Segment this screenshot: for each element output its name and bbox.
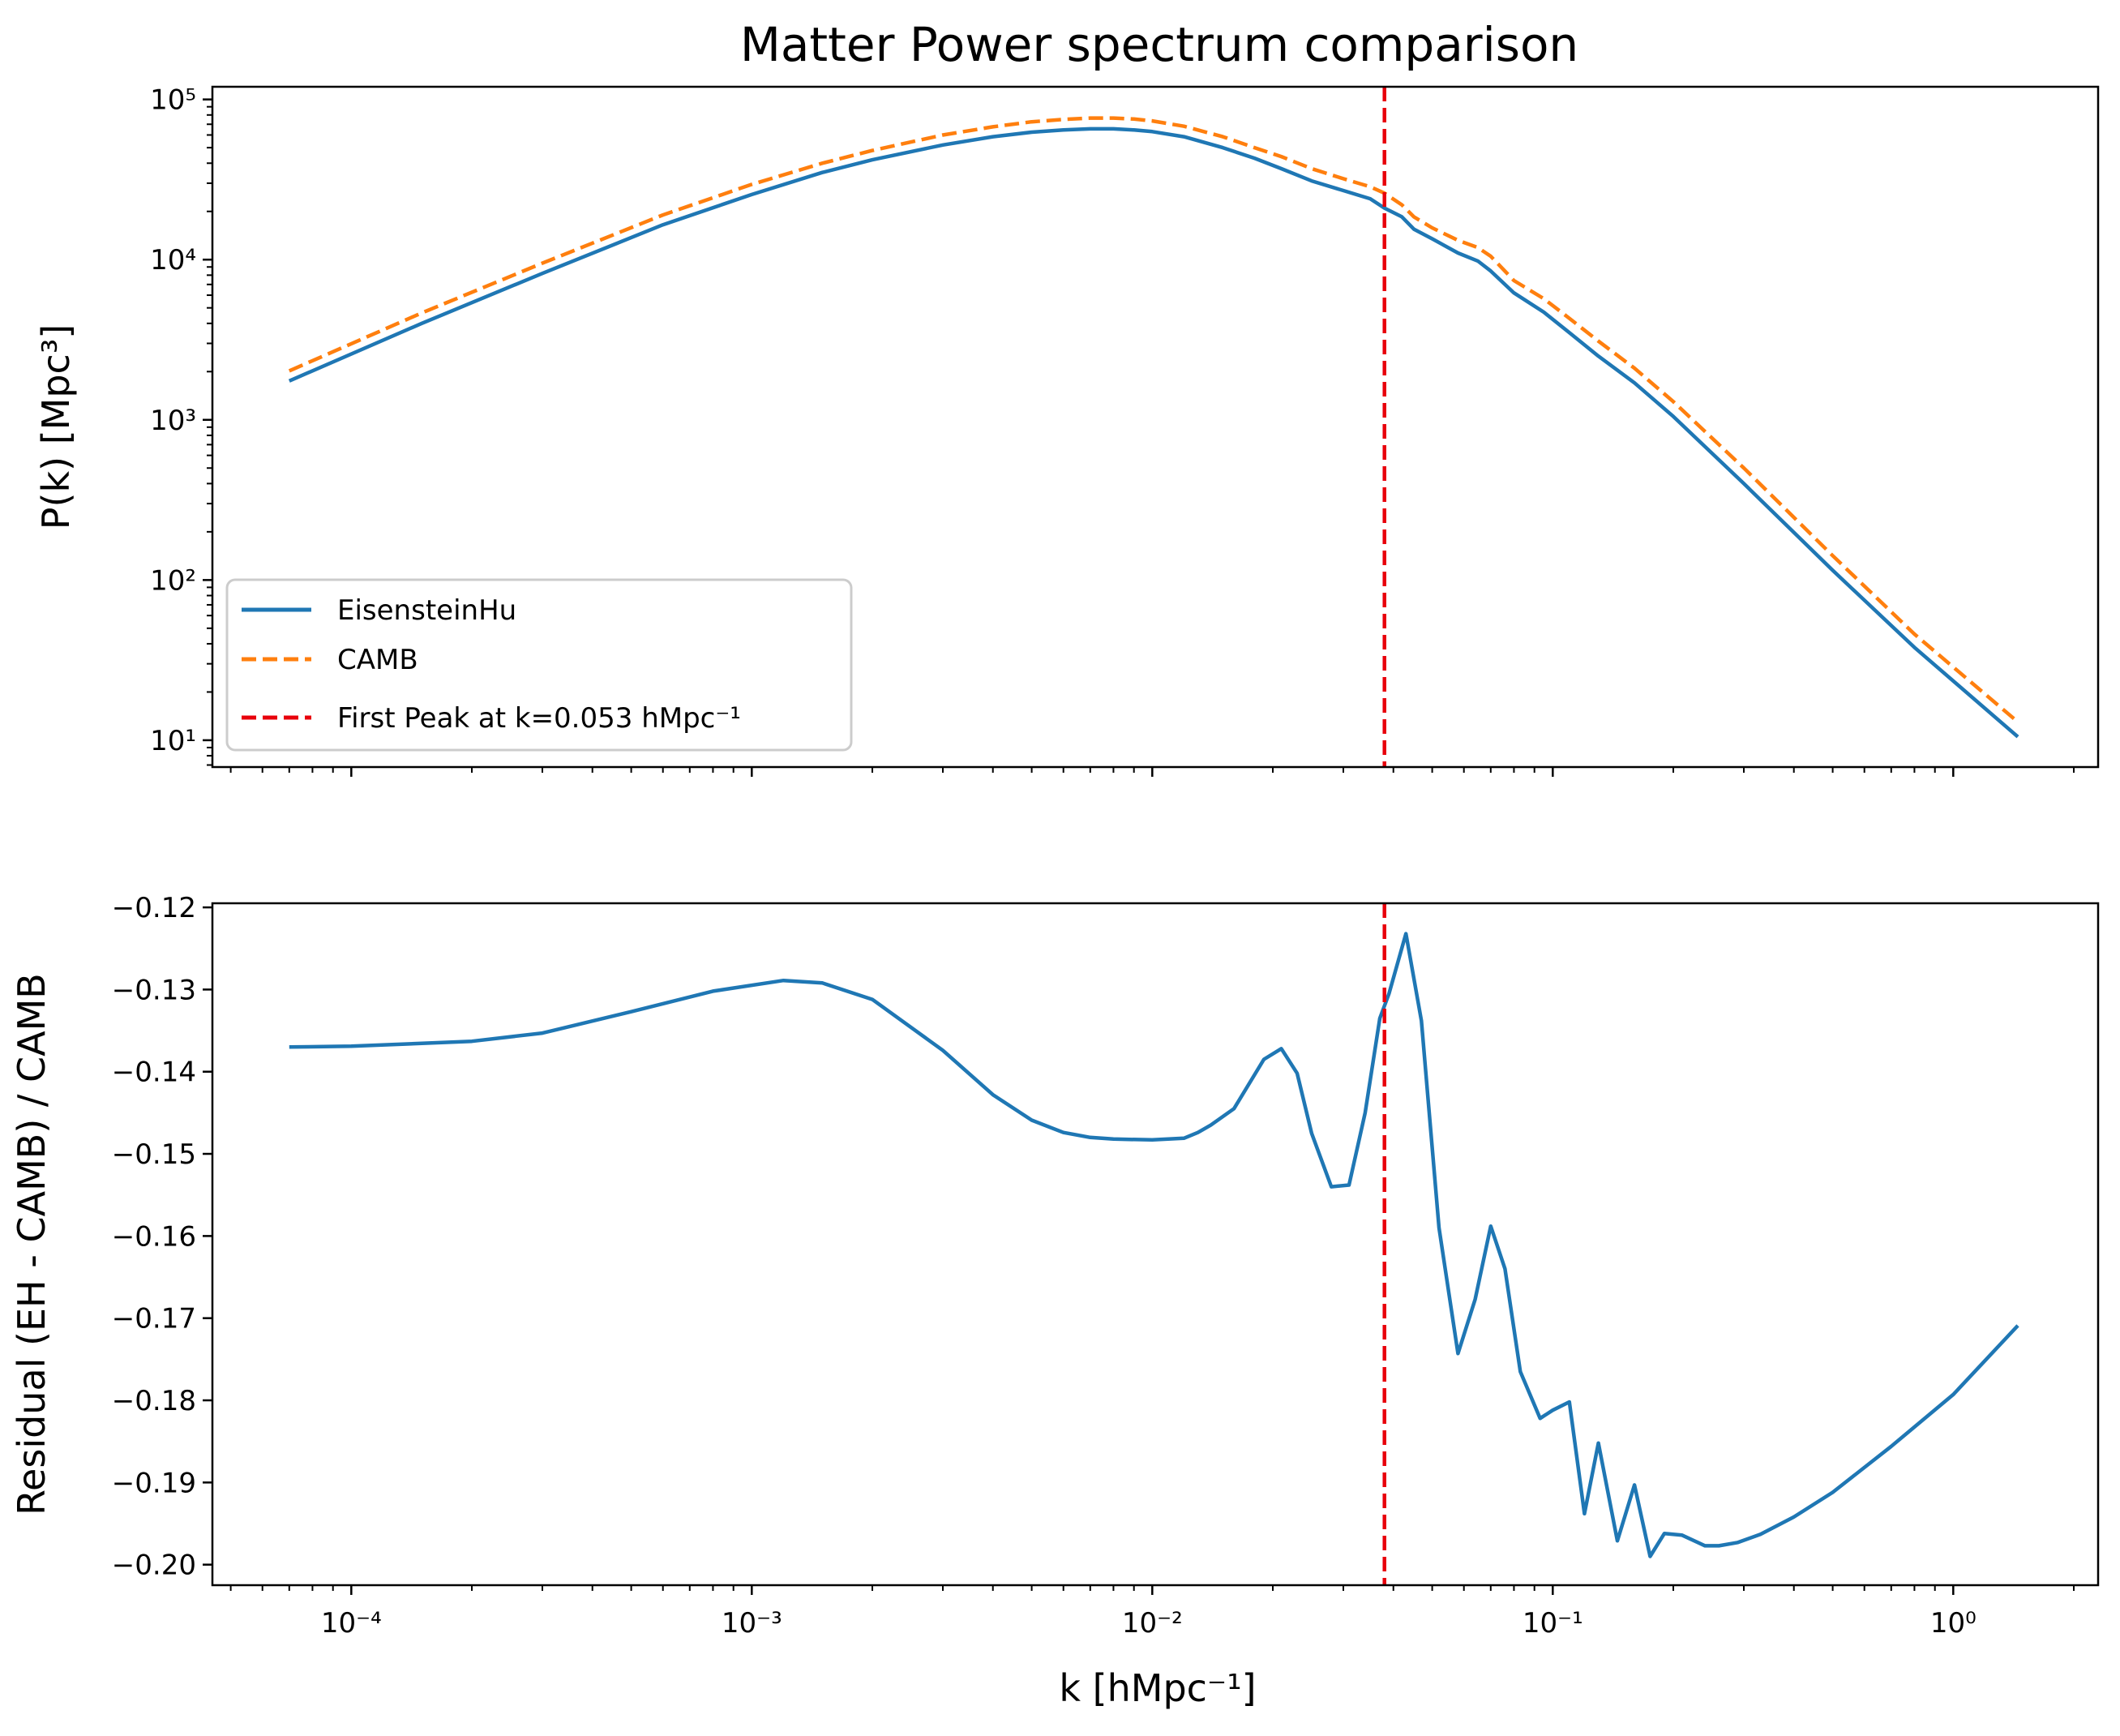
x-tick-label: 10⁻¹ [1523, 1607, 1583, 1640]
residual-plot-area [289, 903, 2019, 1585]
plot-series-group-0 [288, 87, 2019, 767]
chart-title: Matter Power spectrum comparison [740, 17, 1578, 72]
y-tick-label: −0.18 [112, 1385, 196, 1417]
power-spectrum-plot-area [288, 87, 2019, 767]
power-spectrum-axes: 10¹ 10² 10³ 10⁴ 10⁵ [150, 84, 2100, 777]
y-tick-label: −0.20 [112, 1550, 196, 1582]
x-tick-label: 10⁰ [1930, 1607, 1977, 1640]
legend-box [225, 578, 853, 752]
y-tick-label: 10² [150, 564, 196, 597]
plot-series-group-1 [289, 903, 2019, 1585]
y-tick-label: 10⁴ [150, 244, 196, 276]
residual-series-line [289, 932, 2019, 1558]
x-tick-label: 10⁻² [1122, 1607, 1183, 1640]
x-tick-label: 10⁻³ [722, 1607, 782, 1640]
y-tick-label: −0.15 [112, 1138, 196, 1171]
series-line-eisensteinhu [288, 126, 2019, 739]
series-line-camb [288, 116, 2019, 724]
power-spectrum-panel: 10¹ 10² 10³ 10⁴ 10⁵ P(k) [Mpc³] EisensteinHu… [34, 84, 2100, 777]
y-tick-label: −0.16 [112, 1220, 196, 1253]
y-tick-label: −0.14 [112, 1057, 196, 1089]
y-tick-label: 10⁵ [150, 84, 196, 117]
x-tick-label: 10⁻⁴ [321, 1607, 382, 1640]
legend: EisensteinHu CAMB First Peak at k=0.053 … [225, 578, 853, 752]
y-tick-label: −0.13 [112, 974, 196, 1006]
legend-label-camb: CAMB [337, 644, 418, 676]
y-tick-label: −0.12 [112, 892, 196, 924]
y-tick-label: 10³ [150, 405, 196, 437]
power-spectrum-y-axis-label: P(k) [Mpc³] [34, 324, 78, 529]
y-tick-label: 10¹ [150, 725, 196, 757]
x-axis-label: k [hMpc⁻¹] [1059, 1666, 1256, 1710]
legend-label-eisensteinhu: EisensteinHu [337, 594, 516, 627]
residual-panel: 10⁻⁴ 10⁻³ 10⁻² 10⁻¹ 10⁰ −0.12 −0.13 −0.14 −0.15 −… [10, 892, 2100, 1710]
axes-frame [211, 902, 2100, 1587]
y-tick-label: −0.17 [112, 1303, 196, 1335]
y-tick-label: −0.19 [112, 1467, 196, 1499]
residual-y-axis-label: Residual (EH - CAMB) / CAMB [10, 973, 54, 1515]
residual-axes: 10⁻⁴ 10⁻³ 10⁻² 10⁻¹ 10⁰ −0.12 −0.13 −0.14 −0.15 −… [112, 892, 2100, 1640]
legend-label-first-peak: First Peak at k=0.053 hMpc⁻¹ [337, 702, 741, 735]
